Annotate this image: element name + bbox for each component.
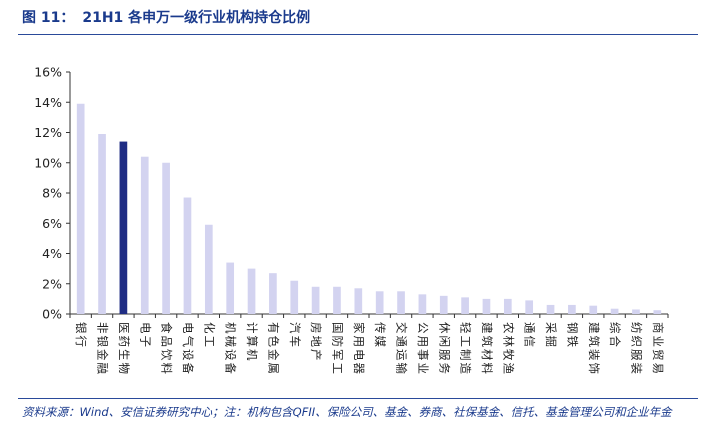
bar [503,298,512,314]
bar [354,288,363,314]
x-tick-label: 传媒 [373,322,387,349]
figure-title: 图 11： 21H1 各申万一级行业机构持仓比例 [22,7,310,27]
x-tick-label: 有色金属 [266,322,280,376]
bar [76,103,85,314]
y-tick-label: 0% [42,307,62,322]
title-divider [18,34,698,35]
bar [418,294,427,314]
bar [589,305,598,314]
x-tick-label: 国防军工 [330,322,344,376]
bar [397,291,405,314]
bar [183,197,192,314]
bar [439,295,448,314]
x-tick-label: 机械设备 [224,322,238,376]
bar [290,280,299,314]
bar [632,309,640,314]
x-tick-label: 商业贸易 [651,322,665,376]
y-tick-label: 2% [42,276,62,291]
bar [119,141,128,314]
x-tick-label: 轻工制造 [459,322,473,376]
x-tick-label: 农林牧渔 [501,322,515,376]
bar [568,304,576,314]
bar [333,286,341,314]
bar [140,156,149,314]
y-tick-label: 4% [42,246,62,261]
bar [269,273,277,314]
x-tick-label: 食品饮料 [160,322,174,376]
x-tick-label: 电气设备 [181,322,195,376]
bar [162,162,170,314]
x-tick-label: 电子 [138,322,152,349]
x-tick-label: 家用电器 [352,322,366,376]
x-tick-label: 银行 [74,322,88,349]
bar [311,286,320,314]
bar [247,268,256,314]
x-tick-label: 纺织服装 [629,322,643,376]
figure-title-text: 21H1 各申万一级行业机构持仓比例 [82,10,311,26]
x-tick-label: 公用事业 [416,322,430,376]
source-divider [18,398,698,399]
x-tick-label: 化工 [202,322,216,349]
x-tick-label: 钢铁 [565,322,579,349]
bar [546,304,555,314]
source-note: 资料来源：Wind、安信证券研究中心；注：机构包含QFII、保险公司、基金、券商… [22,405,672,419]
x-tick-label: 休闲服务 [437,322,451,376]
bar [653,310,662,314]
bar [98,134,106,314]
x-tick-label: 采掘 [544,322,558,349]
x-tick-label: 交通运输 [395,322,409,376]
x-tick-label: 医药生物 [117,322,131,376]
x-tick-label: 计算机 [245,322,259,363]
y-tick-label: 16% [34,65,62,80]
bar [375,291,384,314]
y-tick-label: 8% [42,186,62,201]
bar [525,300,534,314]
bar [226,262,235,314]
figure-label: 图 11： [22,10,75,26]
x-tick-label: 综合 [608,322,622,349]
x-tick-label: 房地产 [309,322,323,363]
x-tick-label: 非银金融 [96,322,110,376]
bar [482,298,491,314]
chart-svg: 0% 2% 4% 6% 8% 10% 12% 14% 16% 银行 非银金融 医药生物 电子 食品饮料 电气… [34,65,669,376]
x-tick-label: 建筑装饰 [587,322,601,376]
x-tick-label: 建筑材料 [480,322,494,376]
bar-chart: 0% 2% 4% 6% 8% 10% 12% 14% 16% 银行 非银金融 医药生物 电子 食品饮料 电气… [34,65,669,376]
y-tick-label: 10% [34,155,62,170]
bar [461,297,469,314]
y-tick-label: 14% [34,95,62,110]
x-tick-label: 通信 [523,322,537,349]
y-tick-label: 6% [42,216,62,231]
bar [610,308,619,314]
bar [204,224,213,314]
y-tick-label: 12% [34,125,62,140]
x-tick-label: 汽车 [288,322,302,349]
